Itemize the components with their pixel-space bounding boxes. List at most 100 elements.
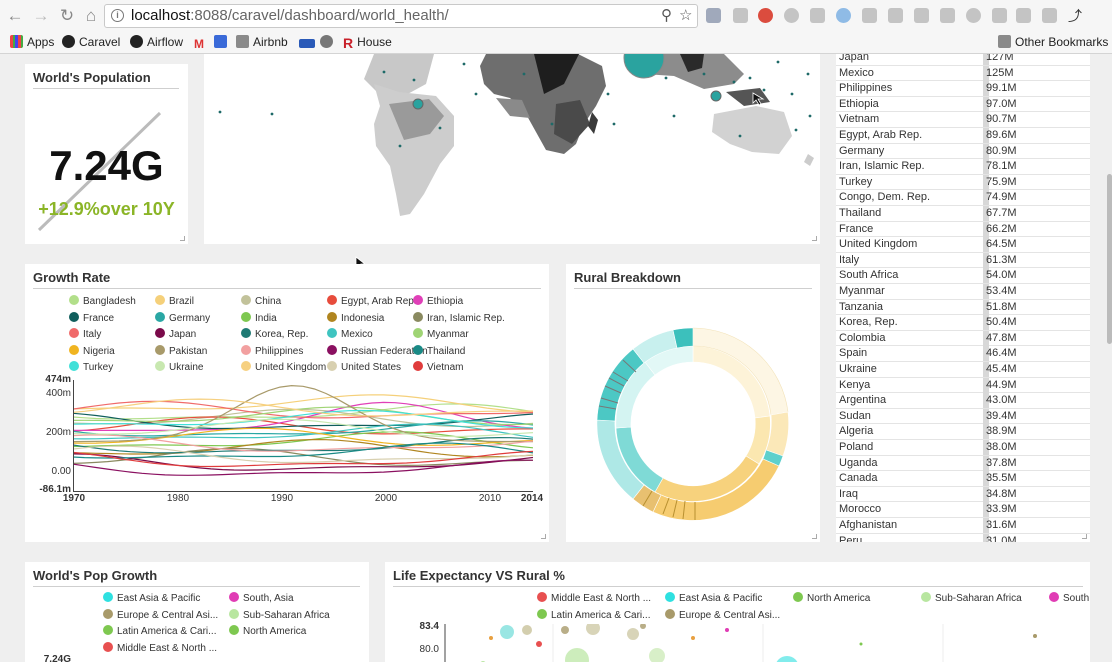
resize-handle[interactable] xyxy=(541,534,546,539)
table-row[interactable]: France 66.2M xyxy=(836,221,1090,238)
legend-item[interactable]: Myanmar xyxy=(413,328,469,341)
extension-icon[interactable] xyxy=(784,8,799,23)
table-row[interactable]: Iraq 34.8M xyxy=(836,486,1090,503)
series-line[interactable] xyxy=(73,459,533,476)
table-row[interactable]: Colombia 47.8M xyxy=(836,330,1090,347)
table-row[interactable]: Morocco 33.9M xyxy=(836,502,1090,518)
legend-item[interactable]: Mexico xyxy=(327,328,373,341)
series-line[interactable] xyxy=(73,438,533,458)
table-row[interactable]: Kenya 44.9M xyxy=(836,377,1090,394)
legend-item[interactable]: Iran, Islamic Rep. xyxy=(413,311,505,325)
legend-item[interactable]: Egypt, Arab Rep. xyxy=(327,295,417,308)
series-line[interactable] xyxy=(73,442,533,459)
extension-icon[interactable] xyxy=(862,8,877,23)
table-row[interactable]: Japan 127M xyxy=(836,54,1090,66)
legend-item[interactable]: Philippines xyxy=(241,344,303,358)
series-line[interactable] xyxy=(73,418,533,438)
legend-item[interactable]: Vietnam xyxy=(413,361,464,374)
series-line[interactable] xyxy=(73,416,533,435)
extension-icon[interactable] xyxy=(758,8,773,23)
extension-icon[interactable] xyxy=(810,8,825,23)
bookmark-house[interactable]: R House xyxy=(343,35,392,51)
reload-icon[interactable]: ↻ xyxy=(59,6,75,25)
table-row[interactable]: United Kingdom 64.5M xyxy=(836,237,1090,253)
extension-icon[interactable] xyxy=(940,8,955,23)
legend-item[interactable]: India xyxy=(241,311,277,325)
table-row[interactable]: Turkey 75.9M xyxy=(836,174,1090,191)
table-row[interactable]: Germany 80.9M xyxy=(836,143,1090,160)
resize-handle[interactable] xyxy=(812,534,817,539)
legend-item[interactable]: East Asia & Pacific xyxy=(665,592,762,605)
table-row[interactable]: Thailand 67.7M xyxy=(836,206,1090,222)
table-row[interactable]: Vietnam 90.7M xyxy=(836,112,1090,128)
extension-icon[interactable] xyxy=(1016,8,1031,23)
series-line[interactable] xyxy=(73,409,533,429)
table-row[interactable]: Tanzania 51.8M xyxy=(836,299,1090,316)
legend-item[interactable]: Sub-Saharan Africa xyxy=(229,608,330,622)
table-row[interactable]: Sudan 39.4M xyxy=(836,408,1090,425)
extension-icon[interactable]: ⤴ xyxy=(1068,8,1082,24)
legend-item[interactable]: Japan xyxy=(155,328,196,341)
extension-icon[interactable] xyxy=(914,8,929,23)
table-row[interactable]: Iran, Islamic Rep. 78.1M xyxy=(836,159,1090,175)
bookmark-other[interactable]: Other Bookmarks xyxy=(998,34,1108,50)
table-row[interactable]: Korea, Rep. 50.4M xyxy=(836,315,1090,331)
legend-item[interactable]: South, Asia xyxy=(229,592,294,605)
legend-item[interactable]: United States xyxy=(327,361,401,374)
extension-icon[interactable] xyxy=(966,8,981,23)
gmail-bookmark[interactable]: M xyxy=(194,34,208,51)
legend-item[interactable]: China xyxy=(241,295,281,308)
home-icon[interactable]: ⌂ xyxy=(85,6,97,25)
extension-icon[interactable] xyxy=(706,8,721,23)
legend-item[interactable]: Bangladesh xyxy=(69,295,136,308)
legend-item[interactable]: Europe & Central Asi... xyxy=(665,608,780,622)
legend-item[interactable]: Sub-Saharan Africa xyxy=(921,592,1022,605)
legend-item[interactable]: North America xyxy=(793,592,870,605)
extension-icon[interactable] xyxy=(836,8,851,23)
series-line[interactable] xyxy=(73,394,533,413)
table-row[interactable]: Algeria 38.9M xyxy=(836,424,1090,440)
legend-item[interactable]: East Asia & Pacific xyxy=(103,592,200,605)
series-line[interactable] xyxy=(73,423,533,440)
extension-icon[interactable] xyxy=(733,8,748,23)
series-line[interactable] xyxy=(73,400,533,419)
table-row[interactable]: Philippines 99.1M xyxy=(836,81,1090,97)
table-row[interactable]: Poland 38.0M xyxy=(836,440,1090,456)
back-icon[interactable]: ← xyxy=(6,6,24,25)
legend-item[interactable]: Latin America & Cari... xyxy=(537,608,650,622)
table-row[interactable]: Ethiopia 97.0M xyxy=(836,96,1090,113)
legend-item[interactable]: South, Asia xyxy=(1049,592,1090,605)
table-row[interactable]: Ukraine 45.4M xyxy=(836,362,1090,378)
camera-icon[interactable] xyxy=(1042,8,1057,23)
bookmark-star-icon[interactable]: ☆ xyxy=(679,7,693,24)
legend-item[interactable]: Europe & Central Asi... xyxy=(103,608,218,622)
scrollbar-thumb[interactable] xyxy=(1107,174,1112,344)
legend-item[interactable]: Germany xyxy=(155,311,210,325)
zoom-icon[interactable]: ⚲ xyxy=(661,7,672,24)
series-line[interactable] xyxy=(73,450,533,468)
legend-item[interactable]: Brazil xyxy=(155,295,194,308)
table-row[interactable]: Egypt, Arab Rep. 89.6M xyxy=(836,128,1090,144)
table-row[interactable]: Spain 46.4M xyxy=(836,346,1090,362)
series-line[interactable] xyxy=(73,412,533,430)
legend-item[interactable]: Nigeria xyxy=(69,344,115,358)
address-bar[interactable]: i localhost:8088/caravel/dashboard/world… xyxy=(104,4,698,28)
series-line[interactable] xyxy=(73,398,533,417)
bookmark-airflow[interactable]: Airflow xyxy=(130,34,183,50)
bookmark-apps[interactable]: Apps xyxy=(10,34,54,50)
table-row[interactable]: Mexico 125M xyxy=(836,65,1090,82)
table-row[interactable]: Argentina 43.0M xyxy=(836,393,1090,409)
legend-item[interactable]: United Kingdom xyxy=(241,361,326,374)
table-row[interactable]: Peru 31.0M xyxy=(836,533,1090,542)
legend-item[interactable]: Thailand xyxy=(413,344,465,358)
table-row[interactable]: South Africa 54.0M xyxy=(836,268,1090,284)
bookmark-airbnb[interactable]: Airbnb xyxy=(236,34,288,50)
info-icon[interactable]: i xyxy=(111,9,124,22)
bookmark-caravel[interactable]: Caravel xyxy=(62,34,120,50)
legend-item[interactable]: Ethiopia xyxy=(413,295,463,308)
extension-icon[interactable] xyxy=(992,8,1007,23)
legend-item[interactable]: Middle East & North ... xyxy=(537,592,651,605)
bookmark-icon[interactable] xyxy=(320,34,337,50)
bookmark-icon[interactable] xyxy=(214,34,231,50)
bookmark-icon[interactable] xyxy=(299,34,319,50)
